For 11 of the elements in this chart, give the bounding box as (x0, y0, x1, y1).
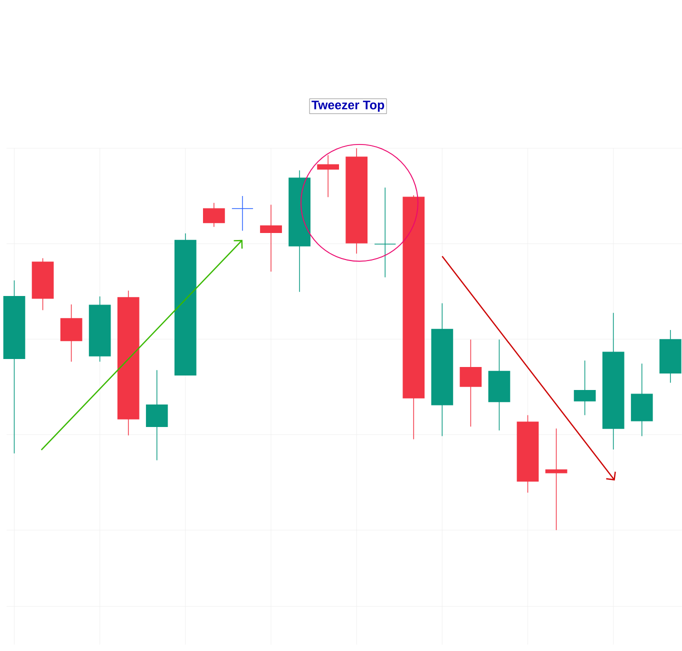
candlestick (374, 187, 396, 278)
candlestick (460, 339, 482, 427)
candlestick (317, 154, 339, 198)
candlestick (232, 196, 254, 232)
candlestick (146, 370, 168, 460)
candlestick (574, 360, 596, 416)
candlestick (260, 204, 282, 272)
candlestick (60, 304, 82, 362)
candlestick (545, 428, 568, 530)
candlestick (203, 202, 225, 228)
text: Tweezer Top (312, 100, 384, 112)
